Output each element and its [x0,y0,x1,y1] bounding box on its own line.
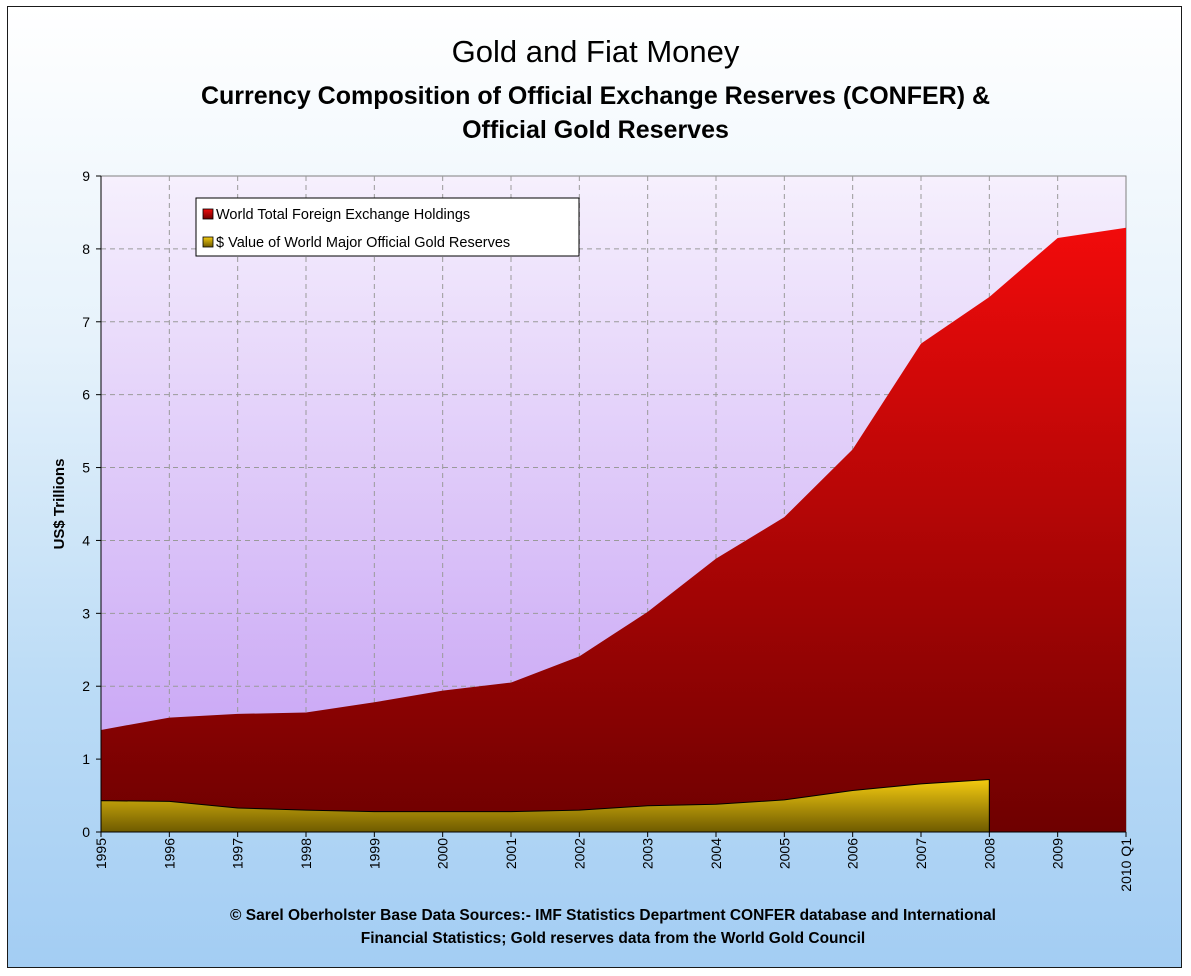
x-tick-label: 2002 [571,838,587,869]
x-tick-label: 2001 [503,838,519,869]
series-area-fx-holdings [101,227,1126,833]
chart-title: Gold and Fiat Money [451,34,740,69]
y-tick-label: 4 [82,532,90,548]
x-tick-label: 1998 [298,838,314,869]
x-tick-label: 1999 [366,838,382,869]
x-tick-label: 2004 [708,838,724,869]
y-tick-label: 8 [82,241,90,257]
source-credit-line-2: Financial Statistics; Gold reserves data… [360,930,866,947]
y-tick-label: 5 [82,460,90,476]
y-tick-label: 7 [82,314,90,330]
series-areas [100,227,1126,833]
y-tick-label: 2 [82,678,90,694]
legend-label-gold: $ Value of World Major Official Gold Res… [216,235,510,251]
y-tick-label: 9 [82,168,90,184]
x-tick-label: 1996 [161,838,177,869]
x-tick-label: 2010 Q1 [1118,838,1134,892]
y-tick-label: 6 [82,387,90,403]
x-tick-label: 2006 [845,838,861,869]
x-tick-label: 2009 [1050,838,1066,869]
legend-swatch-gold [202,236,214,248]
x-tick-label: 2008 [981,838,997,869]
chart-subtitle-line-1: Currency Composition of Official Exchang… [200,82,991,110]
legend-swatch-fx [202,208,214,220]
source-credit-line-1: © Sarel Oberholster Base Data Sources:- … [230,907,996,924]
series-area-gold-reserves [100,778,990,833]
x-tick-label: 2003 [640,838,656,869]
x-tick-label: 1997 [230,838,246,869]
y-tick-labels: 0 1 2 3 4 5 6 7 8 9 [82,168,101,840]
x-tick-label: 2007 [913,838,929,869]
x-tick-label: 2000 [435,838,451,869]
y-tick-label: 0 [82,824,90,840]
x-tick-label: 1995 [93,838,109,869]
y-tick-label: 1 [82,751,90,767]
legend: World Total Foreign Exchange Holdings $ … [195,197,580,257]
x-tick-label: 2005 [776,838,792,869]
y-tick-label: 3 [82,605,90,621]
x-tick-labels: 1995 1996 1997 1998 1999 2000 2001 2002 2003 2004… [93,832,1134,892]
y-axis-title: US$ Trillions [51,459,68,550]
legend-label-fx: World Total Foreign Exchange Holdings [216,207,470,223]
chart-subtitle-line-2: Official Gold Reserves [462,116,729,144]
axes [100,176,1126,833]
legend-box [195,197,580,257]
